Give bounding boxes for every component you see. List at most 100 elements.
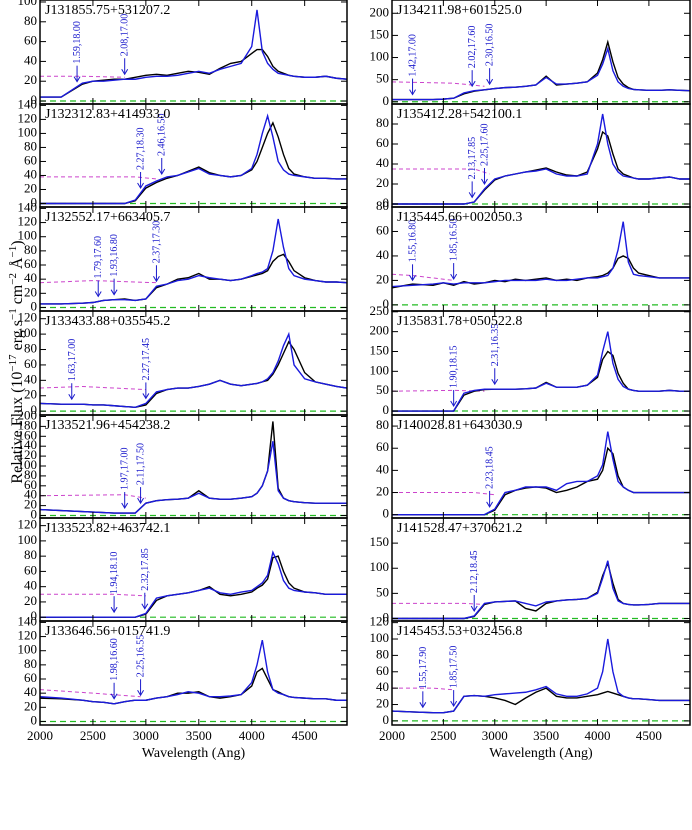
- y-tick-label: 120: [18, 447, 38, 462]
- y-tick-label: 40: [24, 371, 37, 386]
- y-axis-label-part: −17: [7, 354, 19, 372]
- y-tick-label: 0: [31, 194, 38, 209]
- arrow-label: 2.46,16.50: [157, 113, 168, 156]
- y-tick-label: 80: [24, 138, 37, 153]
- y-tick-label: 60: [24, 356, 37, 371]
- panel: [40, 331, 347, 412]
- y-tick-label: 60: [24, 256, 37, 271]
- y-tick-label: 100: [370, 362, 390, 377]
- spectrum-line: [392, 130, 690, 205]
- y-tick-label: 120: [370, 614, 390, 629]
- y-axis-label-part: −1: [7, 308, 19, 320]
- arrow-head: [486, 501, 494, 508]
- spectrum-line: [392, 560, 690, 620]
- y-tick-label: 100: [370, 559, 390, 574]
- y-tick-label: 0: [31, 402, 38, 417]
- spectrum-line: [392, 446, 690, 516]
- y-tick-label: 50: [376, 382, 389, 397]
- y-tick-label: 120: [18, 214, 38, 229]
- y-tick-label: 140: [18, 437, 38, 452]
- y-tick-label: 40: [24, 270, 37, 285]
- arrow-label: 2.08,17.00: [120, 14, 131, 57]
- y-tick-label: 0: [383, 609, 390, 624]
- y-tick-label: 100: [18, 532, 38, 547]
- panel-frame: [391, 620, 691, 726]
- spectrum-line: [392, 46, 690, 101]
- y-tick-label: 120: [18, 310, 38, 325]
- panel: [392, 39, 690, 103]
- arrow-head: [110, 606, 118, 614]
- panel: [40, 550, 347, 618]
- y-tick-label: 140: [18, 199, 38, 214]
- y-tick-label: 40: [24, 52, 37, 67]
- y-tick-label: 0: [31, 608, 38, 623]
- y-tick-label: 40: [376, 155, 389, 170]
- y-tick-label: 50: [376, 584, 389, 599]
- panel: [40, 639, 347, 723]
- y-tick-label: 0: [383, 506, 390, 521]
- arrow-head: [450, 273, 458, 281]
- y-tick-label: 200: [370, 4, 390, 19]
- arrow-label: 1.94,18.10: [109, 552, 120, 595]
- y-tick-label: 60: [376, 663, 389, 678]
- arrow-label: 2.25,16.55: [136, 635, 147, 678]
- panel-title: J132312.83+414933.0: [45, 107, 170, 122]
- panel: [40, 218, 347, 309]
- arrow-label: 1.55,16.80: [408, 220, 419, 263]
- y-tick-label: 160: [18, 427, 38, 442]
- y-tick-label: 100: [18, 124, 38, 139]
- y-tick-label: 100: [18, 325, 38, 340]
- arrow-label: 2.23,18.45: [485, 446, 496, 489]
- y-tick-label: 200: [370, 323, 390, 338]
- arrow-label: 1.79,17.60: [93, 236, 104, 279]
- arrow-label: 2.11,17.50: [136, 443, 147, 485]
- arrow-label: 2.12,18.45: [469, 550, 480, 593]
- arrow-head: [141, 603, 149, 610]
- panel-title: J133523.82+463742.1: [45, 521, 170, 536]
- y-tick-label: 60: [24, 670, 37, 685]
- y-tick-label: 40: [376, 247, 389, 262]
- y-tick-label: 40: [24, 487, 37, 502]
- spectrum-line: [392, 39, 690, 101]
- continuum-line: [40, 385, 146, 391]
- y-axis-label-part: erg s: [9, 320, 26, 354]
- y-tick-label: 40: [24, 166, 37, 181]
- arrow-label: 1.85,17.50: [449, 646, 460, 689]
- y-axis-label-part: Å: [8, 257, 26, 273]
- arrow-head: [470, 605, 478, 612]
- continuum-line: [40, 75, 125, 78]
- y-tick-label: 20: [24, 72, 37, 87]
- y-tick-label: 0: [383, 296, 390, 311]
- y-tick-label: 120: [18, 517, 38, 532]
- x-tick-label: 4500: [292, 728, 318, 743]
- continuum-line: [40, 280, 157, 284]
- arrow-head: [94, 291, 102, 298]
- arrow-head: [121, 68, 129, 76]
- continuum-line: [392, 492, 495, 496]
- y-tick-label: 120: [18, 628, 38, 643]
- y-tick-label: 200: [18, 407, 38, 422]
- y-tick-label: 80: [376, 115, 389, 130]
- y-axis-label-part: −1: [7, 246, 19, 258]
- arrow-label: 1.59,18.00: [72, 21, 83, 64]
- y-tick-label: 20: [24, 497, 37, 512]
- y-tick-label: 40: [376, 679, 389, 694]
- y-tick-label: 20: [24, 284, 37, 299]
- arrow-head: [137, 497, 144, 505]
- arrow-label: 1.98,16.60: [109, 638, 120, 681]
- arrow-head: [468, 80, 476, 88]
- y-tick-label: 100: [18, 0, 38, 8]
- y-axis-label-part: cm: [9, 284, 26, 308]
- arrow-head: [121, 502, 129, 510]
- spectrum-line: [392, 113, 690, 205]
- panel: [40, 421, 347, 517]
- spectrum-line: [40, 550, 347, 618]
- y-tick-label: 60: [376, 439, 389, 454]
- y-tick-label: 150: [370, 342, 390, 357]
- y-tick-label: 50: [376, 71, 389, 86]
- spectrum-line: [40, 555, 347, 618]
- spectrum-line: [40, 253, 347, 305]
- panel-title: J133433.88+035545.2: [45, 314, 170, 329]
- y-tick-label: 80: [376, 646, 389, 661]
